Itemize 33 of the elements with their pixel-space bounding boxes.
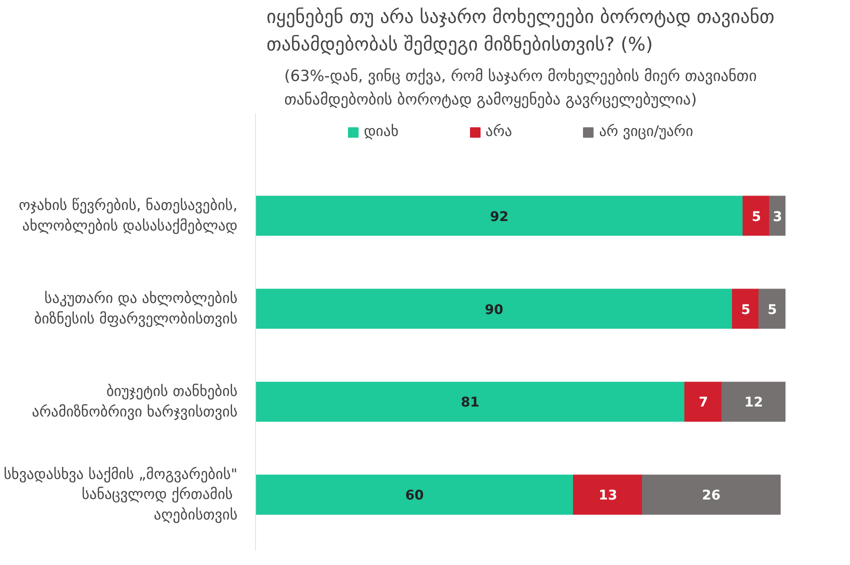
chart-title: იყენებენ თუ არა საჯარო მოხელეები ბოროტად თავიანთ თანამდებობას შემდეგი მიზნებისთვის? (%): [266, 7, 775, 56]
bar: [256, 474, 574, 515]
data-label: 12: [744, 396, 763, 411]
bar: [721, 382, 786, 422]
bar: [758, 288, 786, 329]
bar: [256, 288, 733, 329]
y-tick-label: ოჯახის წევრების, ნათესავების, ახლობლების დასასაქმებლად: [18, 197, 238, 234]
data-label: 90: [484, 302, 504, 318]
bar: [732, 288, 760, 329]
chart-subtitle: (63%-დან, ვინც თქვა, რომ საჯარო მოხელეების მიერ თავიანთი თანამდებობის ბოროტად გამოყენება გავრცელებულია): [284, 67, 757, 108]
y-tick-label: საკუთარი და ახლობლების ბიზნესის მფარველობისთვის: [34, 290, 238, 328]
legend-label: არა: [486, 123, 512, 140]
data-label: 5: [768, 302, 777, 318]
data-label: 92: [490, 210, 509, 225]
data-label: 5: [741, 302, 750, 318]
bar: [769, 196, 786, 236]
legend-label: დიახ: [364, 123, 398, 140]
legend-label: არ ვიცი/უარი: [599, 123, 694, 140]
bar: [742, 196, 770, 236]
data-label: 81: [460, 396, 480, 411]
data-label: 60: [405, 488, 424, 504]
data-label: 26: [702, 488, 721, 504]
y-tick-label: ბიუჯეტის თანხების არამიზნობრივი ხარჯვისთვის: [32, 383, 238, 420]
data-label: 3: [772, 210, 782, 225]
bar: [684, 382, 722, 422]
data-label: 5: [752, 210, 761, 225]
bar: [573, 474, 643, 515]
bar: [642, 474, 781, 515]
bar: [256, 196, 744, 236]
y-tick-label: სხვადასხვა საქმის „მოგვარების" სანაცვლოდ ქრთამის აღებისთვის: [4, 466, 238, 524]
bar: [256, 382, 686, 422]
data-label: 13: [598, 488, 618, 504]
data-label: 7: [698, 396, 708, 411]
